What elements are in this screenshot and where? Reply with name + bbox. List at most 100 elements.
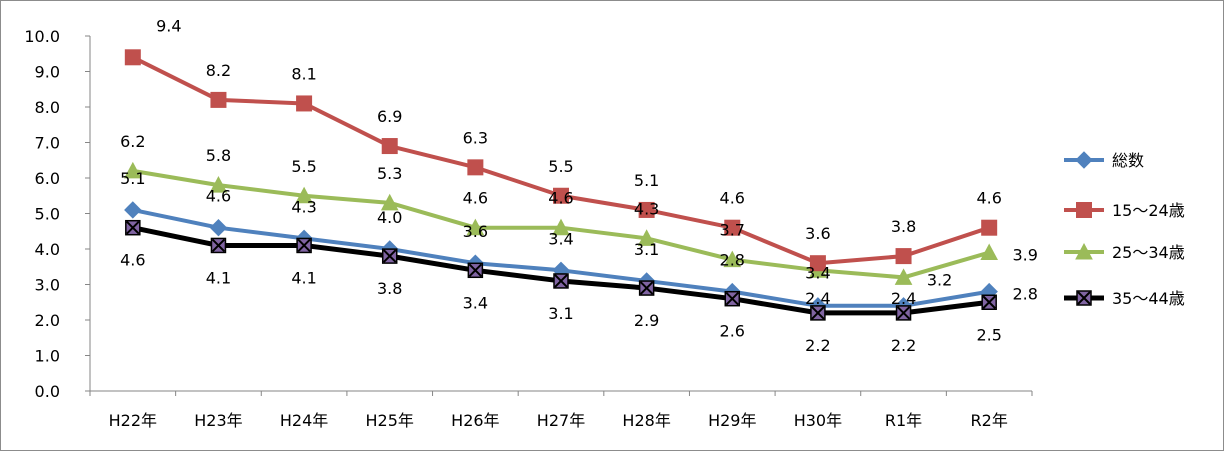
data-label-age15-24: 4.6 xyxy=(720,189,745,208)
data-label-age25-34: 4.6 xyxy=(548,189,573,208)
data-label-age35-44: 2.2 xyxy=(805,336,830,355)
x-tick-label: R2年 xyxy=(971,411,1008,430)
data-point-age35-44 xyxy=(810,305,826,321)
legend-item-age25-34: 25～34歳 xyxy=(1064,242,1185,262)
marker-cross xyxy=(383,249,397,263)
x-tick-label: H29年 xyxy=(708,411,756,430)
legend-item-age15-24: 15～24歳 xyxy=(1064,201,1185,220)
legend-swatch-marker xyxy=(1075,242,1093,260)
y-tick-label: 10.0 xyxy=(24,27,60,46)
data-point-age35-44 xyxy=(724,290,741,307)
data-labels: 5.1 4.6 4.3 4.0 3.6 3.4 3.1 2.8 2.4 2.4 2.8 9.4 8.2 8… xyxy=(120,16,1038,355)
y-tick-label: 6.0 xyxy=(35,169,60,188)
marker-cross xyxy=(639,281,654,295)
data-label-age25-34: 4.3 xyxy=(634,199,659,218)
x-tick-label: H23年 xyxy=(194,411,242,430)
data-label-age25-34: 4.6 xyxy=(463,189,488,208)
data-point-age25-34 xyxy=(552,218,570,236)
legend-label: 35～44歳 xyxy=(1112,289,1185,308)
data-point-age25-34 xyxy=(466,218,485,236)
data-point-age35-44 xyxy=(125,219,141,236)
y-tick-label: 5.0 xyxy=(35,205,60,224)
x-tick-label: H26年 xyxy=(451,411,499,430)
data-label-age25-34: 3.4 xyxy=(805,263,830,282)
data-label-age15-24: 5.5 xyxy=(548,157,573,176)
data-label-total: 3.6 xyxy=(463,222,488,241)
data-label-age25-34: 3.7 xyxy=(720,221,745,240)
data-label-age25-34: 5.5 xyxy=(291,157,316,176)
data-point-age35-44 xyxy=(467,262,484,279)
data-label-age35-44: 3.1 xyxy=(548,304,573,323)
data-point-age35-44 xyxy=(296,237,312,254)
x-axis: H22年 H23年 H24年 H25年 H26年 H27年 H28年 H29年 H30年 R1年 R… xyxy=(89,390,1033,430)
data-label-age35-44: 4.1 xyxy=(291,268,316,287)
marker-cross xyxy=(725,291,739,306)
data-point-age15-24 xyxy=(210,91,227,108)
data-label-total: 3.4 xyxy=(548,229,573,248)
series-layer xyxy=(123,49,999,321)
data-point-age15-24 xyxy=(381,138,398,155)
x-tick-label: H22年 xyxy=(109,411,157,430)
data-point-age35-44 xyxy=(553,273,569,289)
data-label-age35-44: 2.5 xyxy=(976,325,1001,344)
legend-swatch-marker xyxy=(1076,290,1092,306)
x-tick-label: R1年 xyxy=(885,411,922,430)
data-label-total: 4.6 xyxy=(206,187,231,206)
data-point-age15-24 xyxy=(895,248,912,265)
legend-item-age35-44: 35～44歳 xyxy=(1064,289,1185,308)
data-point-age25-34 xyxy=(380,193,399,211)
data-label-total: 2.8 xyxy=(1012,285,1037,304)
data-label-total: 2.4 xyxy=(891,289,916,308)
marker-cross xyxy=(126,220,140,235)
y-tick-label: 3.0 xyxy=(35,276,60,295)
data-point-age25-34 xyxy=(723,250,742,268)
data-point-age15-24 xyxy=(724,219,741,236)
data-point-age15-24 xyxy=(296,95,313,112)
marker-cross xyxy=(982,295,996,309)
data-label-total: 2.8 xyxy=(720,251,745,270)
data-point-total xyxy=(124,201,142,219)
data-label-total: 2.4 xyxy=(805,289,830,308)
y-tick-label: 4.0 xyxy=(35,240,60,259)
marker-cross xyxy=(811,306,825,320)
data-label-age15-24: 3.6 xyxy=(805,224,830,243)
legend: 総数 15～24歳 25～34歳 35～44歳 xyxy=(1064,151,1185,308)
data-label-age15-24: 4.6 xyxy=(976,189,1001,208)
series-age15-24 xyxy=(124,49,998,272)
data-label-age35-44: 4.1 xyxy=(206,268,231,287)
y-tick-label: 7.0 xyxy=(35,134,60,153)
data-label-age25-34: 6.2 xyxy=(120,132,145,151)
y-tick-label: 0.0 xyxy=(35,382,60,401)
data-point-age25-34 xyxy=(894,268,913,285)
data-point-age25-34 xyxy=(980,243,999,261)
marker-cross xyxy=(297,238,311,253)
data-label-age15-24: 5.1 xyxy=(634,171,659,190)
data-point-age15-24 xyxy=(981,219,998,236)
legend-label: 25～34歳 xyxy=(1112,243,1185,262)
data-label-age15-24: 9.4 xyxy=(156,16,181,35)
data-point-age25-34 xyxy=(209,176,228,193)
y-tick-label: 2.0 xyxy=(35,311,60,330)
y-tick-label: 1.0 xyxy=(35,347,60,366)
data-point-age15-24 xyxy=(809,255,826,272)
marker-cross xyxy=(211,238,226,253)
data-point-age25-34 xyxy=(123,161,142,179)
data-label-age15-24: 8.2 xyxy=(206,61,231,80)
series-age35-44 xyxy=(125,219,997,321)
x-tick-label: H25年 xyxy=(366,411,414,430)
legend-label: 15～24歳 xyxy=(1112,201,1185,220)
legend-swatch-marker xyxy=(1076,202,1092,218)
data-point-age15-24 xyxy=(124,49,141,66)
data-label-age35-44: 2.2 xyxy=(891,336,916,355)
x-tick-label: H30年 xyxy=(794,411,842,430)
data-label-age15-24: 6.3 xyxy=(463,128,488,147)
data-label-age35-44: 3.4 xyxy=(463,293,488,312)
data-point-age35-44 xyxy=(210,237,227,254)
x-tick-label: H27年 xyxy=(537,411,585,430)
x-tick-label: H24年 xyxy=(280,411,328,430)
data-label-age35-44: 2.6 xyxy=(720,322,745,341)
marker-cross xyxy=(554,274,568,288)
data-label-age35-44: 3.8 xyxy=(377,279,402,298)
